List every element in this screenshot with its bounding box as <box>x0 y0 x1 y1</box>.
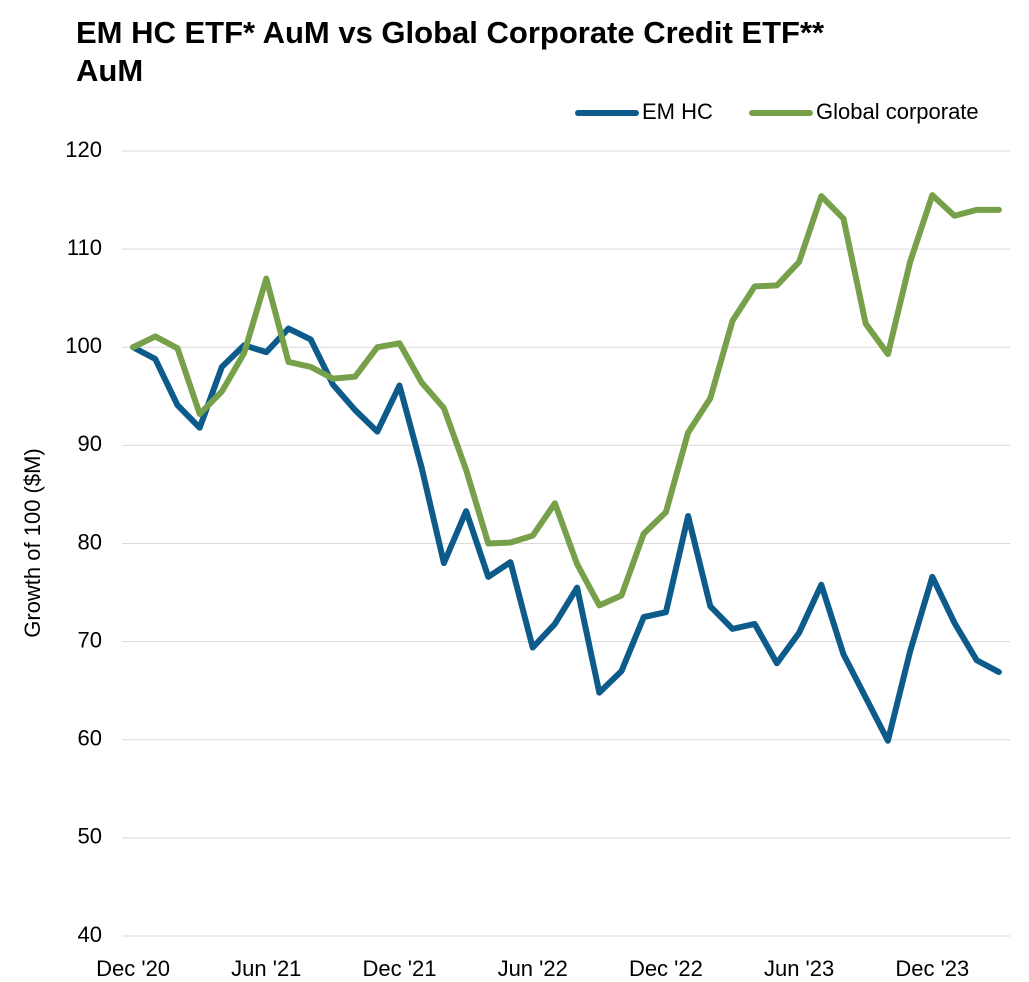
x-tick-label: Jun '23 <box>764 956 834 981</box>
x-tick-label: Dec '20 <box>96 956 170 981</box>
y-tick-label: 50 <box>78 824 102 849</box>
line-series <box>130 325 1002 744</box>
y-axis-label: Growth of 100 ($M) <box>20 448 45 638</box>
x-tick-label: Jun '22 <box>498 956 568 981</box>
y-tick-label: 80 <box>78 529 102 554</box>
x-tick-label: Dec '22 <box>629 956 703 981</box>
legend-label: EM HC <box>642 99 713 124</box>
line-series <box>130 192 1002 609</box>
y-tick-label: 100 <box>65 333 102 358</box>
x-tick-label: Jun '21 <box>231 956 301 981</box>
y-tick-label: 70 <box>78 627 102 652</box>
x-tick-label: Dec '21 <box>363 956 437 981</box>
y-tick-label: 90 <box>78 431 102 456</box>
y-tick-label: 110 <box>67 235 102 260</box>
y-tick-label: 40 <box>78 922 102 947</box>
y-tick-label: 60 <box>78 726 102 751</box>
x-tick-label: Dec '23 <box>895 956 969 981</box>
chart-title: EM HC ETF* AuM vs Global Corporate Credi… <box>76 15 825 88</box>
y-tick-label: 120 <box>65 137 102 162</box>
legend-label: Global corporate <box>816 99 979 124</box>
